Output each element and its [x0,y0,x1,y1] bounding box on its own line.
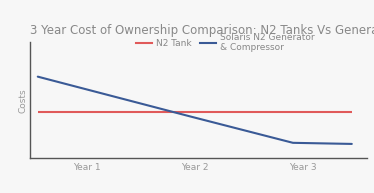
Text: 3 Year Cost of Ownership Comparison: N2 Tanks Vs Generator: 3 Year Cost of Ownership Comparison: N2 … [30,24,374,37]
Legend: N2 Tank, Solaris N2 Generator
& Compressor: N2 Tank, Solaris N2 Generator & Compress… [136,33,315,52]
Y-axis label: Costs: Costs [18,88,27,113]
